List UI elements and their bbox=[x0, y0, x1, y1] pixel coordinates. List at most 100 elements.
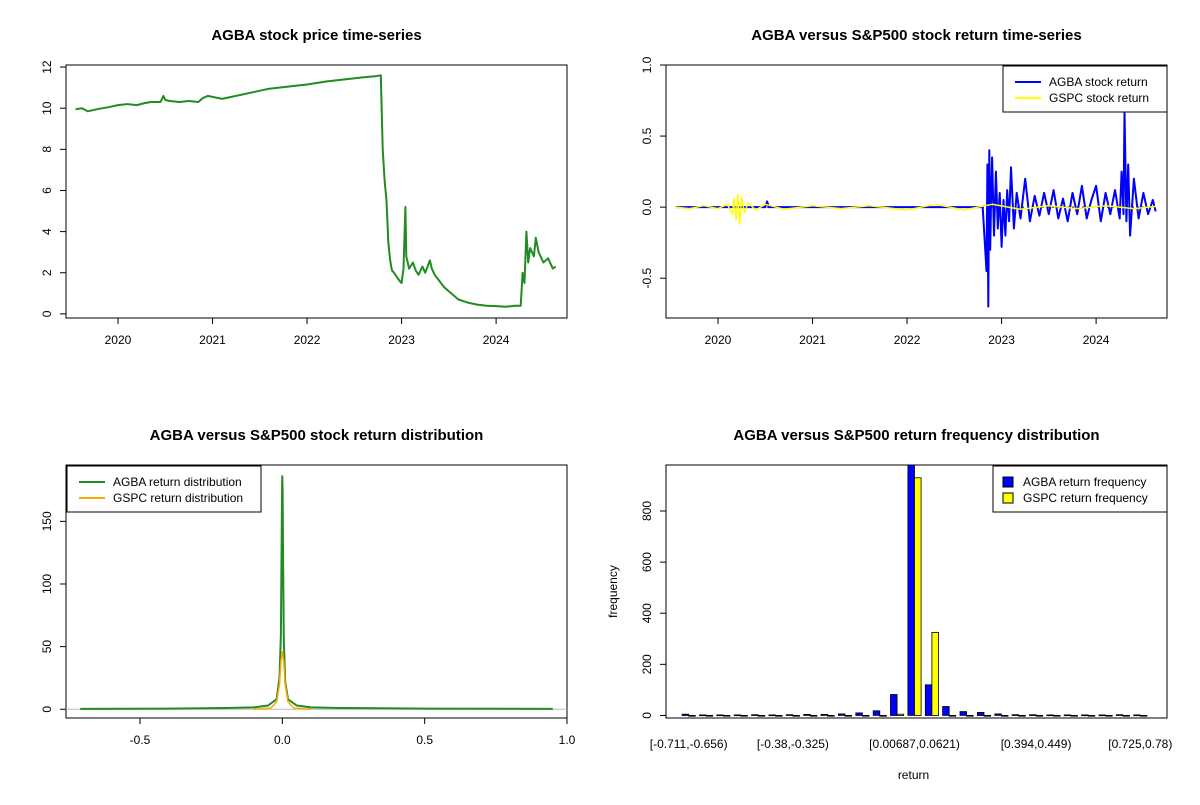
p4-bar-0-23 bbox=[1081, 714, 1089, 717]
p2-series-line-1 bbox=[675, 193, 1156, 225]
p4-bar-1-9 bbox=[844, 715, 852, 717]
p4-bar-1-22 bbox=[1070, 715, 1078, 717]
p2-y-tick-label-0: -0.5 bbox=[640, 268, 654, 289]
p3-x-tick-label-1: 0.0 bbox=[274, 733, 291, 747]
p4-bar-1-2 bbox=[723, 715, 731, 717]
p1-y-axis: 0 2 4 6 8 10 12 bbox=[40, 60, 66, 317]
p3-y-tick-label-3: 150 bbox=[40, 511, 54, 531]
p3-x-axis: -0.5 0.0 0.5 1.0 bbox=[130, 718, 576, 747]
p2-x-tick-label-4: 2024 bbox=[1083, 333, 1110, 347]
p4-bar-1-8 bbox=[827, 715, 835, 717]
p2-y-tick-label-2: 0.5 bbox=[640, 127, 654, 144]
p4-bar-1-17 bbox=[983, 715, 991, 717]
p4-bar-1-7 bbox=[809, 715, 818, 717]
p4-x-tick-label-4: [0.725,0.78) bbox=[1108, 737, 1172, 751]
p3-series-line-1 bbox=[253, 650, 311, 710]
p4-bar-0-19 bbox=[1011, 714, 1020, 716]
p4-bar-0-15 bbox=[942, 706, 950, 716]
p3-x-tick-label-0: -0.5 bbox=[130, 733, 151, 747]
p1-x-tick-label-4: 2024 bbox=[483, 333, 510, 347]
p4-y-axis: 0 200 400 600 800 bbox=[640, 501, 666, 719]
p4-bar-0-25 bbox=[1115, 714, 1124, 716]
p2-x-tick-label-3: 2023 bbox=[988, 333, 1015, 347]
p4-legend-swatch-1 bbox=[1002, 492, 1014, 504]
p4-bar-0-10 bbox=[855, 712, 863, 716]
panel-price-timeseries: AGBA stock price time-series 2020 2021 2022… bbox=[40, 27, 568, 347]
panel-return-frequency: AGBA versus S&P500 return frequency dist… bbox=[606, 427, 1172, 782]
p4-bar-0-2 bbox=[716, 714, 724, 717]
p1-y-tick-label-5: 10 bbox=[40, 101, 54, 115]
p1-x-axis: 2020 2021 2022 2023 2024 bbox=[105, 318, 510, 347]
p4-bar-1-24 bbox=[1105, 715, 1113, 717]
p4-bar-0-17 bbox=[977, 712, 985, 716]
p3-y-axis: 0 50 100 150 bbox=[40, 511, 66, 713]
p3-y-tick-label-0: 0 bbox=[40, 706, 54, 713]
p2-legend-label-0: AGBA stock return bbox=[1049, 75, 1148, 89]
p4-bar-0-7 bbox=[803, 714, 811, 716]
p1-title: AGBA stock price time-series bbox=[211, 27, 421, 44]
p3-plot-frame bbox=[65, 464, 568, 719]
p1-x-tick-label-0: 2020 bbox=[105, 333, 132, 347]
p4-bar-1-4 bbox=[757, 715, 766, 717]
p4-x-axis: [-0.711,-0.656) [-0.38,-0.325) [0.00687,0.… bbox=[650, 737, 1173, 751]
p4-bar-0-14 bbox=[924, 684, 933, 716]
p4-bar-0-12 bbox=[890, 694, 898, 716]
p1-series-line-0 bbox=[75, 74, 557, 308]
p4-legend-label-1: GSPC return frequency bbox=[1023, 491, 1148, 505]
p4-bar-0-6 bbox=[785, 714, 794, 716]
p4-bar-0-18 bbox=[994, 713, 1002, 716]
p1-y-tick-label-3: 6 bbox=[40, 187, 54, 194]
p4-bar-1-10 bbox=[862, 715, 870, 717]
p1-y-tick-label-0: 0 bbox=[40, 310, 54, 317]
p2-x-tick-label-0: 2020 bbox=[705, 333, 732, 347]
p4-x-tick-label-0: [-0.711,-0.656) bbox=[650, 737, 728, 751]
p1-x-tick-label-2: 2022 bbox=[294, 333, 321, 347]
p4-bar-0-22 bbox=[1063, 714, 1072, 717]
p3-y-tick-label-2: 100 bbox=[40, 574, 54, 594]
p4-bar-1-20 bbox=[1035, 715, 1044, 717]
p4-bar-0-24 bbox=[1098, 714, 1106, 717]
p4-bar-0-8 bbox=[820, 714, 828, 716]
p4-title: AGBA versus S&P500 return frequency dist… bbox=[733, 427, 1099, 444]
p4-bar-0-3 bbox=[733, 714, 742, 717]
p1-y-tick-label-2: 4 bbox=[40, 228, 54, 235]
p4-y-tick-label-3: 600 bbox=[640, 552, 654, 572]
p3-legend-label-1: GSPC return distribution bbox=[113, 491, 243, 505]
p4-bar-1-13 bbox=[914, 477, 922, 716]
panel-return-distribution: AGBA versus S&P500 stock return distribu… bbox=[40, 427, 575, 747]
p2-y-tick-label-1: 0.0 bbox=[640, 198, 654, 215]
p4-y-tick-label-2: 400 bbox=[640, 603, 654, 623]
p4-bar-0-5 bbox=[768, 714, 776, 717]
p4-y-tick-label-4: 800 bbox=[640, 501, 654, 521]
p4-bar-1-5 bbox=[775, 715, 783, 717]
p4-x-tick-label-1: [-0.38,-0.325) bbox=[757, 737, 829, 751]
p4-bar-1-12 bbox=[896, 713, 905, 716]
p4-bar-0-0 bbox=[681, 713, 690, 716]
p4-bar-0-13 bbox=[907, 464, 915, 716]
panel-return-timeseries: AGBA versus S&P500 stock return time-ser… bbox=[640, 27, 1168, 347]
p1-y-tick-label-4: 8 bbox=[40, 146, 54, 153]
p4-bar-1-3 bbox=[740, 715, 748, 717]
p1-x-tick-label-1: 2021 bbox=[199, 333, 226, 347]
p4-bar-1-25 bbox=[1122, 715, 1130, 717]
p2-plot-frame bbox=[665, 64, 1168, 319]
p2-title: AGBA versus S&P500 stock return time-ser… bbox=[751, 27, 1081, 44]
p3-y-tick-label-1: 50 bbox=[40, 640, 54, 654]
p2-x-tick-label-1: 2021 bbox=[799, 333, 826, 347]
p3-legend-box bbox=[66, 465, 262, 513]
p3-x-tick-label-2: 0.5 bbox=[416, 733, 433, 747]
p2-series-line-0 bbox=[675, 109, 1157, 308]
p2-legend-box bbox=[1002, 65, 1168, 113]
p4-bar-1-6 bbox=[792, 715, 800, 717]
p4-legend: AGBA return frequency GSPC return frequen… bbox=[992, 465, 1168, 513]
p4-bar-0-21 bbox=[1046, 714, 1054, 717]
p4-x-tick-label-2: [0.00687,0.0621) bbox=[869, 737, 960, 751]
p4-bar-1-26 bbox=[1139, 715, 1148, 717]
p4-bar-1-11 bbox=[879, 715, 887, 717]
p4-bar-0-16 bbox=[959, 711, 967, 716]
p4-y-axis-label: frequency bbox=[606, 565, 620, 618]
p4-bar-1-23 bbox=[1087, 715, 1096, 717]
p3-series-line-0 bbox=[80, 475, 553, 710]
